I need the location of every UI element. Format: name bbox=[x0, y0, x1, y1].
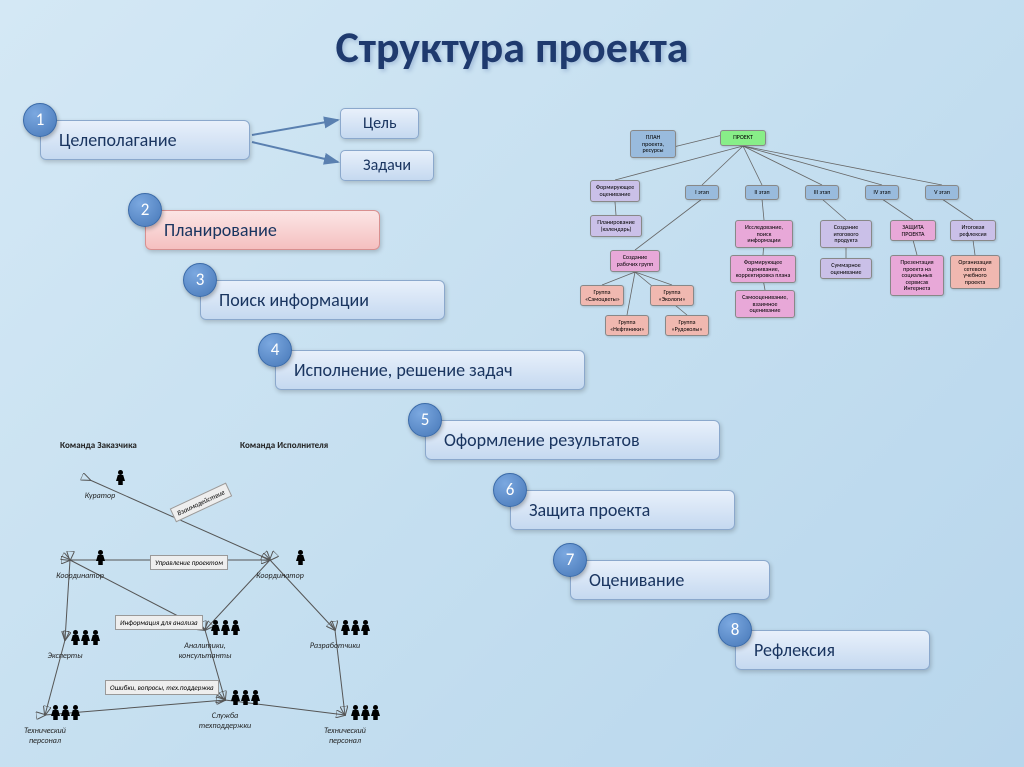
step-badge-1: 1 bbox=[23, 103, 57, 137]
mini-node-g2: Группа «Экологи» bbox=[650, 285, 694, 306]
sub-box-1: Задачи bbox=[340, 150, 434, 181]
org-arrow-label: Ошибки, вопросы, тех.поддержка bbox=[105, 680, 219, 695]
org-node-tech1: Технический персонал bbox=[30, 705, 100, 746]
sub-box-0: Цель bbox=[340, 108, 419, 139]
org-node-koord2: Координатор bbox=[265, 550, 335, 581]
step-badge-2: 2 bbox=[128, 193, 162, 227]
org-header: Команда Исполнителя bbox=[240, 440, 328, 451]
mini-node-zp: ЗАЩИТА ПРОЕКТА bbox=[890, 220, 936, 241]
org-node-dev: Разработчики bbox=[320, 620, 390, 651]
org-node-tech2: Технический персонал bbox=[330, 705, 400, 746]
mini-node-ir: Итоговая рефлексия bbox=[950, 220, 996, 241]
page-title: Структура проекта bbox=[0, 20, 1024, 74]
org-header: Команда Заказчика bbox=[60, 440, 137, 451]
org-node-kur: Куратор bbox=[85, 470, 155, 501]
step-badge-8: 8 bbox=[718, 613, 752, 647]
org-node-koord1: Координатор bbox=[65, 550, 135, 581]
mini-node-proj: ПРОЕКТ bbox=[720, 130, 766, 146]
step-box-5: Оформление результатов bbox=[425, 420, 720, 460]
step-badge-5: 5 bbox=[408, 403, 442, 437]
step-box-4: Исполнение, решение задач bbox=[275, 350, 585, 390]
step-box-1: Целеполагание bbox=[40, 120, 250, 160]
org-node-exp: Эксперты bbox=[50, 630, 120, 661]
step-box-2: Планирование bbox=[145, 210, 380, 250]
mini-node-s3: III этап bbox=[805, 185, 839, 200]
mini-node-os: Организация сетевого учебного проекта bbox=[950, 255, 1000, 289]
mini-node-sip: Создание итогового продукта bbox=[820, 220, 872, 248]
org-node-supp: Служба техподдержки bbox=[210, 690, 280, 731]
mini-node-g3: Группа «Нефтяники» bbox=[605, 315, 649, 336]
mini-node-s4: IV этап bbox=[865, 185, 899, 200]
mini-node-pk: Планирование (календарь) bbox=[590, 215, 642, 237]
mini-node-so: Суммарное оценивание bbox=[820, 258, 872, 279]
mini-node-g1: Группа «Самоцветы» bbox=[580, 285, 624, 306]
mini-node-sg: Создание рабочих групп bbox=[610, 250, 660, 272]
step-box-3: Поиск информации bbox=[200, 280, 445, 320]
step-badge-6: 6 bbox=[493, 473, 527, 507]
step-box-7: Оценивание bbox=[570, 560, 770, 600]
mini-node-plan: ПЛАН проекта, ресурсы bbox=[630, 130, 676, 158]
mini-tree-diagram: ПЛАН проекта, ресурсы ПРОЕКТ Формирующее о… bbox=[580, 130, 1000, 350]
mini-node-sv: Самооценивание, взаимное оценивание bbox=[735, 290, 795, 318]
mini-node-pp: Презентация проекта на социальных сервис… bbox=[890, 255, 944, 296]
step-box-8: Рефлексия bbox=[735, 630, 930, 670]
mini-node-s2: II этап bbox=[745, 185, 779, 200]
step-box-6: Защита проекта bbox=[510, 490, 735, 530]
step-badge-4: 4 bbox=[258, 333, 292, 367]
mini-node-ip: Исследование, поиск информации bbox=[735, 220, 793, 248]
step-badge-3: 3 bbox=[183, 263, 217, 297]
mini-node-s5: V этап bbox=[925, 185, 959, 200]
org-arrow-label: Управление проектом bbox=[150, 555, 228, 570]
mini-node-fo: Формирующее оценивание bbox=[590, 180, 640, 202]
mini-node-g4: Группа «Рудоколы» bbox=[665, 315, 709, 336]
mini-node-fk: Формирующее оценивание, корректировка пл… bbox=[730, 255, 796, 283]
org-chart-diagram: Команда Заказчика Команда Исполнителя Кура… bbox=[20, 440, 410, 740]
mini-node-s1: I этап bbox=[685, 185, 719, 200]
org-arrow-label: Информация для анализа bbox=[115, 615, 203, 630]
step-badge-7: 7 bbox=[553, 543, 587, 577]
